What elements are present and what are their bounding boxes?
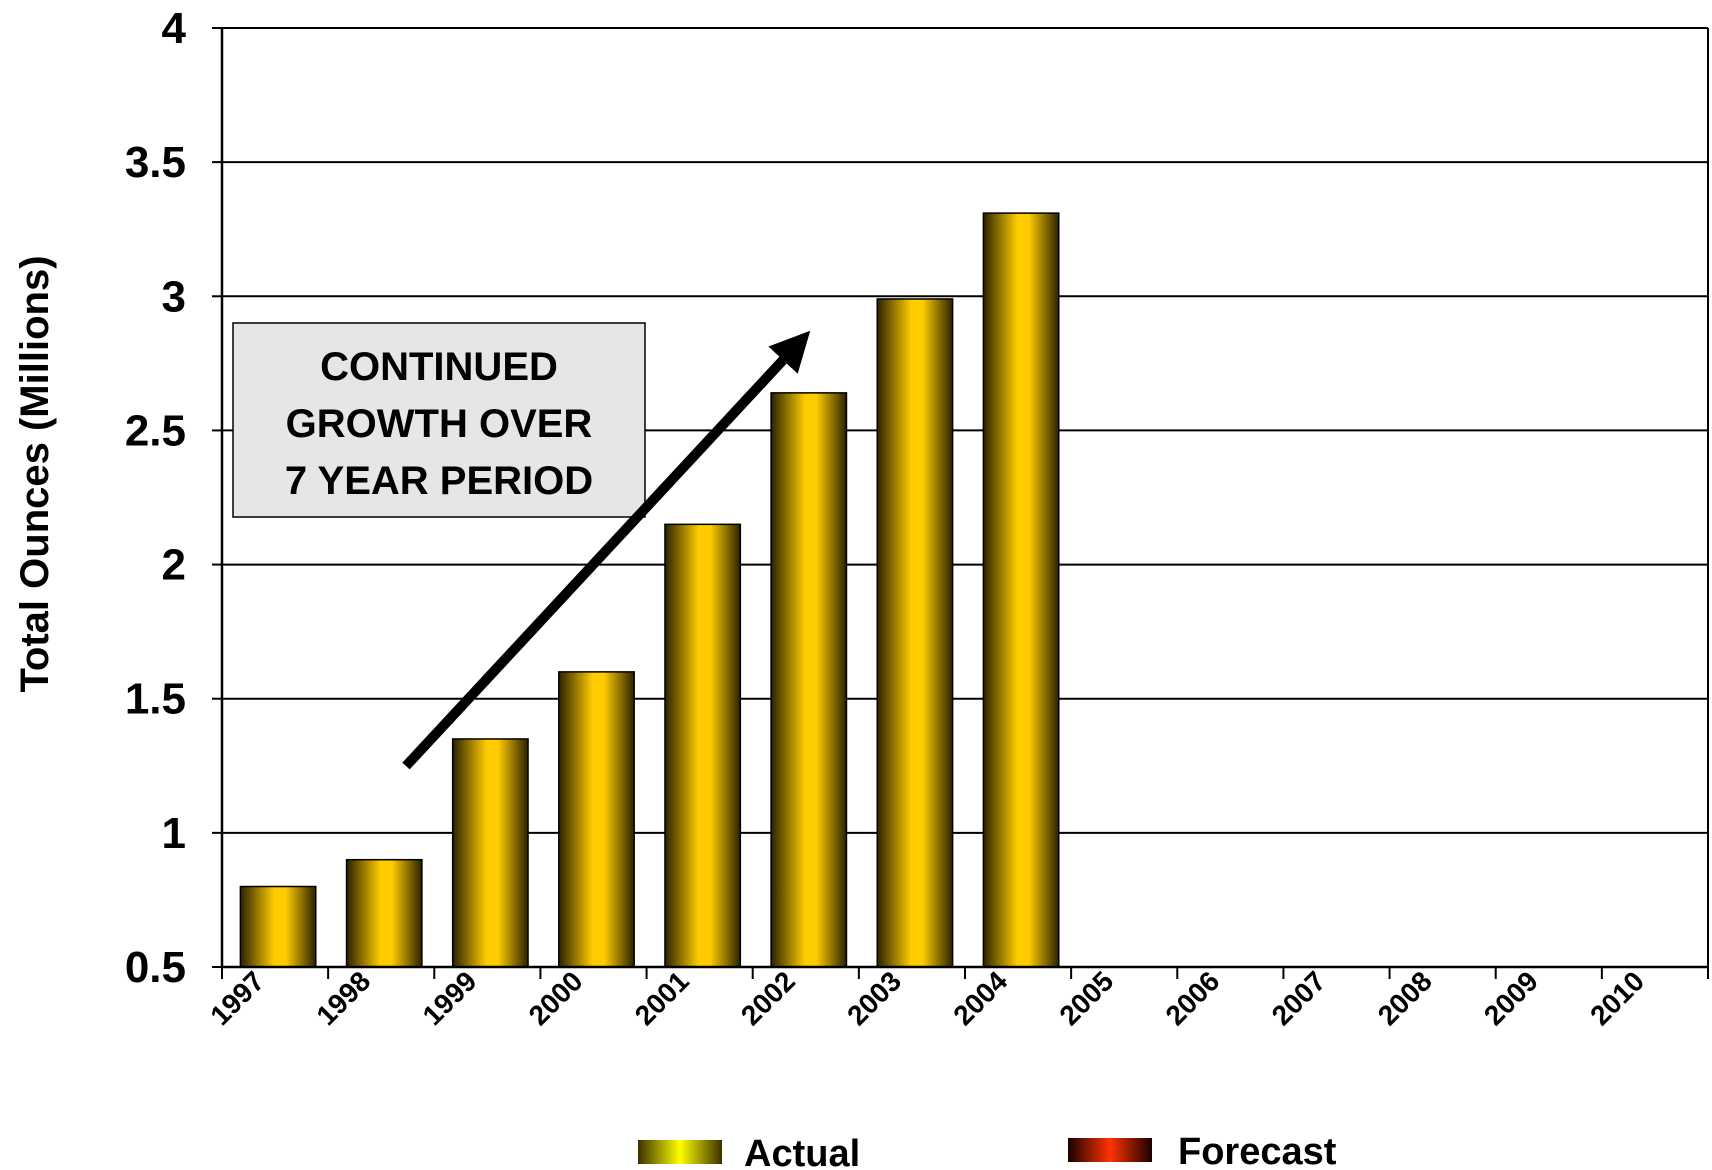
bar-2002 [770,392,848,968]
bar-1997 [239,885,317,968]
y-tick-label: 3 [162,272,186,321]
y-tick-label: 1.5 [125,675,186,724]
x-tick-label: 1999 [417,965,483,1031]
x-tick-label: 2005 [1053,965,1119,1031]
y-tick-label: 1 [162,809,186,858]
bar-2003 [876,298,954,968]
legend-label-forecast: Forecast [1178,1131,1337,1170]
y-axis-title: Total Ounces (Millions) [13,255,57,692]
bar-2000 [558,671,635,968]
x-tick-label: 2002 [735,965,801,1031]
annotation-line-2: GROWTH OVER [286,402,593,446]
x-tick-label: 2008 [1372,965,1438,1031]
annotation-background [232,322,646,518]
y-tick-label: 4 [162,4,187,53]
annotation-line-1: CONTINUED [320,345,558,389]
x-tick-label: 2010 [1584,965,1650,1031]
legend-swatch-actual [638,1140,722,1164]
x-tick-label: 2009 [1478,965,1544,1031]
y-tick-label: 3.5 [125,138,186,187]
axes [212,27,1709,979]
legend: Actual Forecast [638,1131,1337,1170]
y-tick-labels: 0.5 1 1.5 2 2.5 3 3.5 4 [125,4,187,992]
x-tick-labels: 1997 1998 1999 2000 2001 2002 2003 2004 2005 2006… [204,965,1650,1031]
y-tick-label: 2 [162,541,186,590]
x-tick-label: 2003 [841,965,907,1031]
bars [239,212,1060,968]
bar-1999 [451,738,529,968]
x-tick-label: 2006 [1160,965,1226,1031]
x-tick-label: 1997 [204,965,270,1031]
x-tick-label: 2007 [1266,965,1332,1031]
y-tick-label: 0.5 [125,943,186,992]
annotation-line-3: 7 YEAR PERIOD [285,459,593,503]
bar-2001 [664,523,742,968]
x-tick-label: 2000 [523,965,589,1031]
y-tick-label: 2.5 [125,406,186,455]
growth-arrow [402,330,811,770]
legend-swatch-forecast [1068,1138,1152,1162]
legend-label-actual: Actual [744,1133,860,1170]
bar-2004 [982,212,1060,968]
x-tick-label: 1998 [310,965,376,1031]
bar-1998 [345,858,423,968]
annotation-box: CONTINUED GROWTH OVER 7 YEAR PERIOD [232,322,646,518]
x-tick-label: 2001 [629,965,695,1031]
x-tick-label: 2004 [947,965,1013,1031]
